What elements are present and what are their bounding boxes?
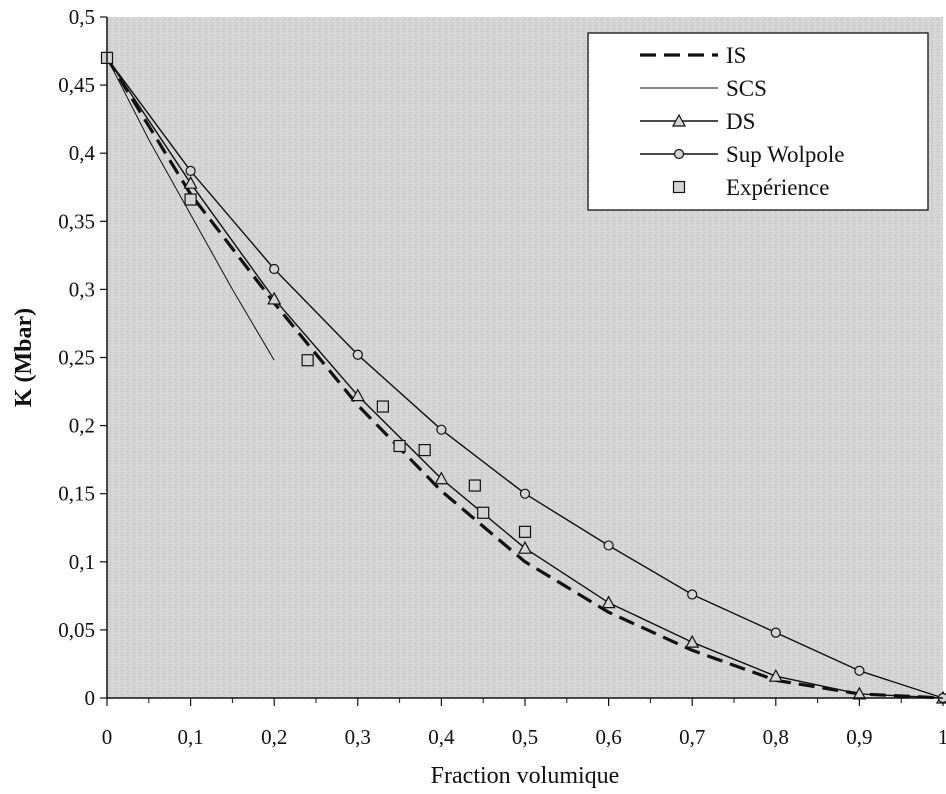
y-tick-label: 0,25 — [58, 346, 95, 370]
y-axis-ticks: 0 0,05 0,1 0,15 0,2 0,25 0,3 0,35 0,4 0,45 0,5 — [58, 5, 107, 710]
circle-marker — [436, 424, 447, 435]
square-marker — [393, 439, 406, 453]
circle-marker — [519, 488, 531, 499]
square-marker — [184, 193, 197, 206]
series-layer — [100, 51, 946, 704]
square-marker — [376, 400, 389, 413]
triangle-marker — [852, 686, 867, 700]
circle-marker — [185, 165, 196, 177]
square-marker — [301, 354, 314, 367]
x-tick-label: 0 — [102, 725, 113, 749]
y-tick-label: 0 — [85, 686, 96, 710]
x-tick-label: 0,3 — [345, 725, 371, 749]
triangle-marker — [267, 291, 282, 305]
legend-entry: Sup Wolpole — [640, 142, 844, 167]
x-tick-label: 0,6 — [595, 725, 621, 749]
y-tick-label: 0,1 — [69, 550, 95, 574]
circle-marker — [352, 349, 363, 360]
series-scs — [106, 57, 275, 361]
x-tick-label: 0,8 — [763, 725, 789, 749]
y-tick-label: 0,5 — [69, 5, 95, 29]
series-line — [106, 57, 275, 361]
square-marker — [468, 479, 481, 492]
circle-marker — [269, 263, 280, 275]
circle-marker — [854, 665, 865, 676]
series-sup-wolpole — [106, 57, 946, 704]
legend-label: Expérience — [726, 175, 829, 200]
triangle-marker — [768, 668, 783, 682]
x-tick-label: 1 — [938, 725, 946, 749]
legend-entry: Expérience — [672, 175, 829, 200]
series-line — [105, 57, 944, 700]
y-tick-label: 0,15 — [58, 482, 95, 506]
y-axis-title: K (Mbar) — [11, 308, 37, 407]
legend-label: SCS — [726, 76, 767, 101]
x-tick-label: 0,2 — [261, 725, 287, 749]
x-tick-label: 0,4 — [428, 725, 455, 749]
circle-marker — [770, 627, 781, 638]
triangle-marker — [601, 595, 616, 609]
y-tick-label: 0,3 — [69, 277, 95, 301]
x-tick-label: 0,5 — [512, 725, 538, 749]
triangle-marker — [685, 634, 700, 648]
y-tick-label: 0,4 — [69, 141, 96, 165]
x-axis-title: Fraction volumique — [431, 763, 620, 789]
y-tick-label: 0,35 — [58, 209, 95, 233]
square-marker — [672, 180, 686, 194]
triangle-marker — [350, 388, 365, 402]
legend-label: Sup Wolpole — [726, 142, 844, 167]
square-marker — [477, 506, 490, 519]
triangle-marker — [517, 540, 533, 554]
square-marker — [418, 444, 431, 457]
x-tick-label: 0,7 — [679, 725, 705, 749]
y-tick-label: 0,05 — [58, 618, 95, 642]
legend-entry: DS — [640, 109, 755, 134]
legend-label: DS — [726, 109, 755, 134]
circle-marker — [673, 148, 685, 160]
y-tick-label: 0,45 — [58, 73, 95, 97]
x-tick-label: 0,9 — [846, 725, 872, 749]
legend-entry: IS — [640, 43, 746, 68]
legend: IS SCS DS Sup Wolpole Expérience — [587, 32, 929, 211]
y-tick-label: 0,2 — [69, 414, 95, 438]
triangle-marker — [183, 175, 198, 189]
triangle-marker — [434, 471, 449, 485]
circle-marker — [603, 540, 614, 551]
series-is — [105, 57, 944, 700]
legend-entry: SCS — [640, 76, 767, 101]
x-axis-ticks: 0 0,1 0,2 0,3 0,4 0,5 0,6 0,7 0,8 0,9 1 — [102, 698, 946, 749]
square-marker — [518, 525, 532, 538]
legend-label: IS — [726, 43, 746, 68]
circle-marker — [687, 589, 698, 600]
triangle-marker — [671, 113, 687, 127]
x-tick-label: 0,1 — [177, 725, 203, 749]
